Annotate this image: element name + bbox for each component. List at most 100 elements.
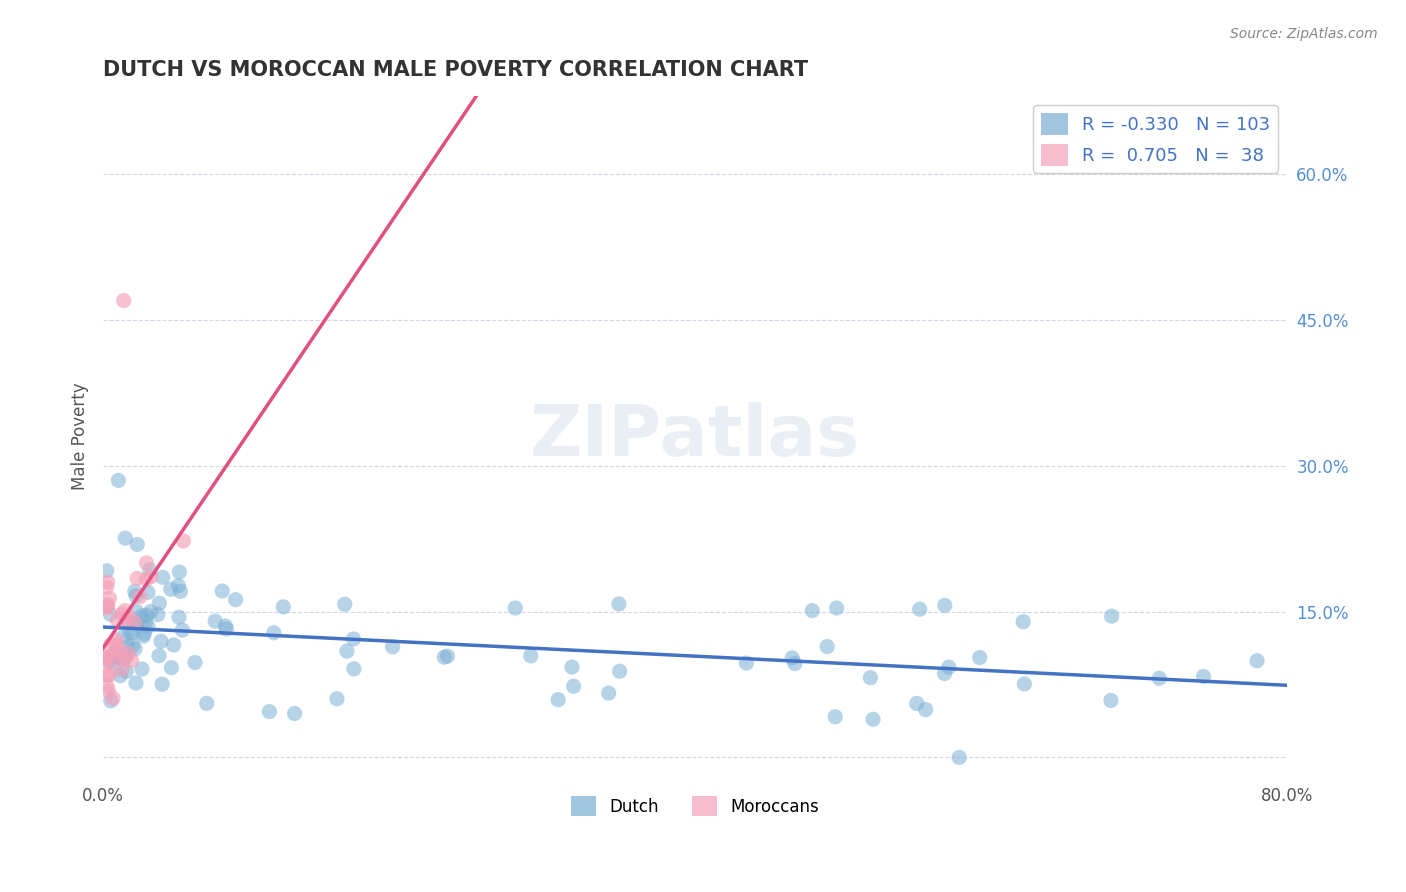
Dutch <box>121 639 143 653</box>
Dutch <box>433 650 456 665</box>
Dutch <box>326 691 349 706</box>
Dutch <box>862 712 884 726</box>
Dutch <box>112 630 135 644</box>
Dutch <box>108 669 131 683</box>
Dutch <box>124 641 146 656</box>
Moroccans <box>98 591 121 606</box>
Moroccans <box>97 684 120 698</box>
Dutch <box>503 601 526 615</box>
Dutch <box>103 657 125 671</box>
Text: ZIPatlas: ZIPatlas <box>530 402 860 471</box>
Dutch <box>125 676 148 690</box>
Dutch <box>100 694 122 708</box>
Text: DUTCH VS MOROCCAN MALE POVERTY CORRELATION CHART: DUTCH VS MOROCCAN MALE POVERTY CORRELATI… <box>103 60 808 79</box>
Moroccans <box>96 600 118 615</box>
Moroccans <box>96 598 118 612</box>
Dutch <box>114 648 136 662</box>
Dutch <box>125 616 148 631</box>
Dutch <box>520 648 543 663</box>
Moroccans <box>96 650 118 665</box>
Dutch <box>381 640 404 654</box>
Dutch <box>125 605 148 619</box>
Dutch <box>783 657 806 671</box>
Dutch <box>562 679 585 693</box>
Dutch <box>167 610 190 624</box>
Dutch <box>96 564 118 578</box>
Dutch <box>117 615 139 629</box>
Dutch <box>801 604 824 618</box>
Dutch <box>172 623 194 637</box>
Dutch <box>150 634 173 648</box>
Dutch <box>938 660 960 674</box>
Moroccans <box>141 569 163 583</box>
Dutch <box>118 625 141 640</box>
Text: Source: ZipAtlas.com: Source: ZipAtlas.com <box>1230 27 1378 41</box>
Moroccans <box>110 644 132 658</box>
Dutch <box>824 710 846 724</box>
Dutch <box>107 474 129 488</box>
Dutch <box>1099 693 1122 707</box>
Dutch <box>914 702 936 716</box>
Dutch <box>139 605 162 619</box>
Moroccans <box>115 613 138 627</box>
Dutch <box>259 705 281 719</box>
Moroccans <box>97 575 120 590</box>
Dutch <box>131 662 153 676</box>
Moroccans <box>135 573 157 587</box>
Moroccans <box>118 610 141 624</box>
Dutch <box>607 597 630 611</box>
Dutch <box>115 665 138 679</box>
Moroccans <box>104 638 127 652</box>
Dutch <box>284 706 307 721</box>
Moroccans <box>128 590 150 604</box>
Dutch <box>263 625 285 640</box>
Moroccans <box>111 607 134 621</box>
Moroccans <box>94 651 117 665</box>
Dutch <box>215 622 238 636</box>
Moroccans <box>93 650 115 665</box>
Dutch <box>97 654 120 668</box>
Dutch <box>135 608 157 623</box>
Moroccans <box>97 656 120 670</box>
Dutch <box>1149 671 1171 685</box>
Dutch <box>107 650 129 665</box>
Moroccans <box>105 613 128 627</box>
Dutch <box>1192 669 1215 683</box>
Dutch <box>159 582 181 597</box>
Moroccans <box>100 638 122 652</box>
Dutch <box>214 619 236 633</box>
Dutch <box>343 662 366 676</box>
Dutch <box>169 584 191 599</box>
Dutch <box>150 677 173 691</box>
Dutch <box>934 666 956 681</box>
Dutch <box>169 565 191 579</box>
Dutch <box>225 592 247 607</box>
Moroccans <box>127 571 149 585</box>
Dutch <box>163 638 186 652</box>
Dutch <box>112 651 135 665</box>
Dutch <box>547 692 569 706</box>
Moroccans <box>96 668 118 682</box>
Dutch <box>138 563 160 577</box>
Dutch <box>104 646 127 660</box>
Dutch <box>122 626 145 640</box>
Dutch <box>125 589 148 603</box>
Dutch <box>211 584 233 599</box>
Dutch <box>136 620 159 634</box>
Dutch <box>148 596 170 610</box>
Moroccans <box>117 647 139 661</box>
Dutch <box>148 648 170 663</box>
Dutch <box>908 602 931 616</box>
Dutch <box>333 597 356 611</box>
Moroccans <box>96 679 118 693</box>
Dutch <box>1014 677 1036 691</box>
Dutch <box>167 579 190 593</box>
Moroccans <box>98 668 121 682</box>
Dutch <box>124 584 146 599</box>
Dutch <box>195 697 218 711</box>
Dutch <box>204 614 226 628</box>
Moroccans <box>114 604 136 618</box>
Moroccans <box>96 580 118 594</box>
Dutch <box>436 649 458 664</box>
Moroccans <box>172 534 194 549</box>
